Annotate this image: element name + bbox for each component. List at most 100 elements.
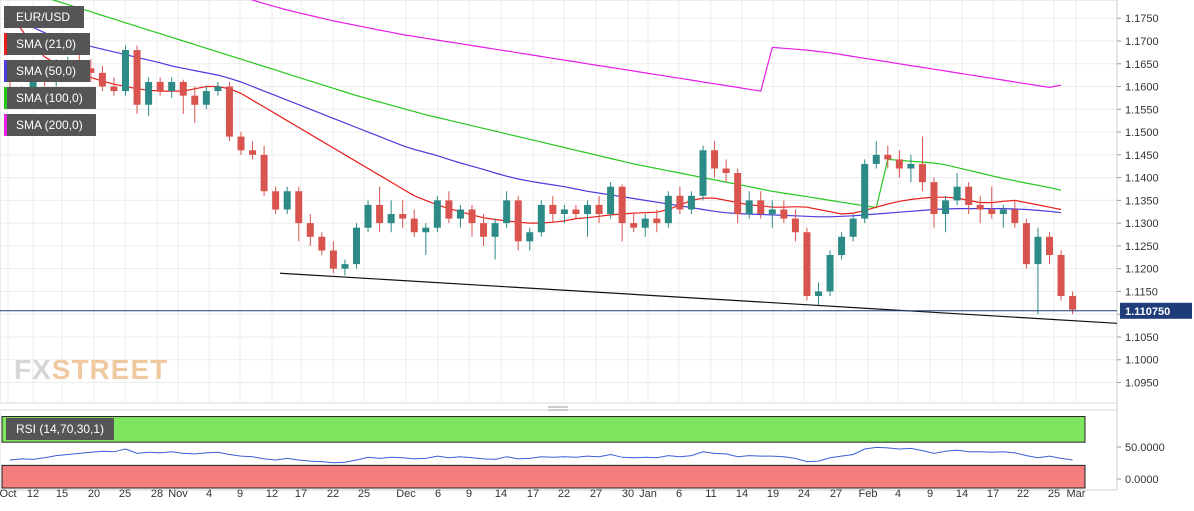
candle-body (353, 227, 360, 265)
candle-body (699, 150, 707, 196)
candle-body (826, 255, 834, 292)
x-tick-label: 17 (527, 488, 539, 500)
candle-body (803, 232, 811, 296)
candle-body (306, 223, 314, 237)
candle-body (745, 200, 753, 215)
bearish-candle (249, 141, 257, 160)
candle-body (722, 168, 730, 174)
x-tick-label: 14 (495, 488, 507, 500)
x-tick-label: 22 (1017, 488, 1029, 500)
bullish-candle (387, 200, 395, 233)
bearish-candle (884, 145, 892, 169)
bearish-candle (133, 45, 141, 114)
y-tick-label: 1.1750 (1125, 13, 1159, 25)
support-trendline (280, 272, 1118, 324)
candle-body (445, 200, 453, 219)
bullish-candle (491, 218, 499, 260)
rsi-legend-label: RSI (14,70,30,1) (16, 422, 105, 436)
bullish-candle (641, 214, 649, 237)
x-tick-label: Jan (639, 488, 657, 500)
candle-body (329, 250, 337, 269)
legend-sma200-label: SMA (200,0) (16, 118, 83, 132)
candle-body (399, 214, 407, 219)
sma200-swatch (4, 114, 7, 136)
watermark-street: STREET (51, 354, 169, 385)
bearish-candle (468, 204, 476, 237)
x-tick-label: 14 (956, 488, 968, 500)
rsi-legend[interactable]: RSI (14,70,30,1) (6, 418, 115, 440)
candle-body (364, 204, 372, 228)
bullish-candle (953, 173, 961, 205)
bullish-candle (999, 204, 1007, 228)
legend-sma50-label: SMA (50,0) (16, 64, 77, 78)
x-tick-label: 19 (767, 488, 779, 500)
bullish-candle (145, 77, 153, 117)
y-tick-label: 1.1350 (1125, 195, 1159, 207)
candle-body (1057, 255, 1065, 296)
candle-body (607, 186, 615, 215)
candle-body (214, 86, 222, 92)
candle-body (249, 150, 257, 155)
bullish-candle (861, 159, 869, 224)
candle-body (664, 195, 672, 224)
x-tick-label: 30 (622, 488, 634, 500)
bearish-candle (399, 200, 407, 228)
bullish-candle (942, 195, 950, 233)
bearish-candle (930, 177, 938, 228)
bearish-candle (272, 186, 280, 215)
candle-body (503, 200, 511, 224)
x-tick-label: 6 (435, 488, 441, 500)
bullish-candle (283, 186, 291, 215)
legend-sma21[interactable]: SMA (21,0) (4, 33, 90, 55)
axis-bg (1117, 0, 1194, 506)
legend-sma100[interactable]: SMA (100,0) (4, 87, 96, 109)
rsi-line (9, 446, 1073, 464)
candle-body (653, 218, 661, 224)
candle-body (641, 218, 649, 228)
bearish-candle (676, 186, 684, 215)
legend-sma200[interactable]: SMA (200,0) (4, 114, 96, 136)
x-tick-label: 9 (927, 488, 933, 500)
sma100-swatch (4, 87, 7, 109)
overbought-zone (1, 416, 1086, 443)
bearish-candle (179, 79, 187, 114)
x-tick-label: 27 (590, 488, 602, 500)
candle-body (1046, 236, 1053, 256)
legend-sma50[interactable]: SMA (50,0) (4, 60, 90, 82)
candle-body (456, 209, 464, 219)
candle-body (98, 72, 106, 87)
rsi-panel: 50.0000 0.0000 (1, 416, 1165, 489)
candle-body (387, 214, 395, 224)
y-tick-label: 1.1300 (1125, 218, 1159, 230)
candle-body (907, 163, 915, 169)
bearish-candle (306, 214, 314, 246)
bullish-candle (364, 200, 372, 233)
bearish-candle (965, 182, 973, 215)
candle-body (999, 209, 1007, 215)
price-panel-bg (0, 0, 1118, 404)
bearish-candle (653, 209, 661, 233)
bearish-candle (780, 200, 788, 224)
moving-averages (9, 0, 1062, 224)
bullish-candle (768, 200, 776, 228)
rsi-tick-label: 50.0000 (1125, 442, 1165, 454)
y-tick-label: 1.0950 (1125, 378, 1159, 390)
bullish-candle (872, 141, 880, 169)
x-tick-label: Oct (0, 488, 17, 500)
trendline (280, 272, 1118, 324)
bearish-candle (595, 195, 603, 224)
bullish-candle (1034, 227, 1042, 315)
bullish-candle (687, 191, 695, 215)
y-axis: 1.1750 1.1700 1.1650 1.1600 1.1550 1.1500 1.14… (1117, 13, 1159, 390)
bearish-candle (87, 59, 95, 82)
bearish-candle (988, 186, 996, 219)
legend-sma21-label: SMA (21,0) (16, 37, 77, 51)
oversold-zone (1, 464, 1086, 489)
bearish-candle (734, 168, 742, 224)
bullish-candle (815, 282, 822, 306)
x-tick-label: 22 (558, 488, 570, 500)
candle-body (676, 195, 684, 210)
bullish-candle (433, 195, 441, 233)
candle-body (711, 150, 719, 169)
